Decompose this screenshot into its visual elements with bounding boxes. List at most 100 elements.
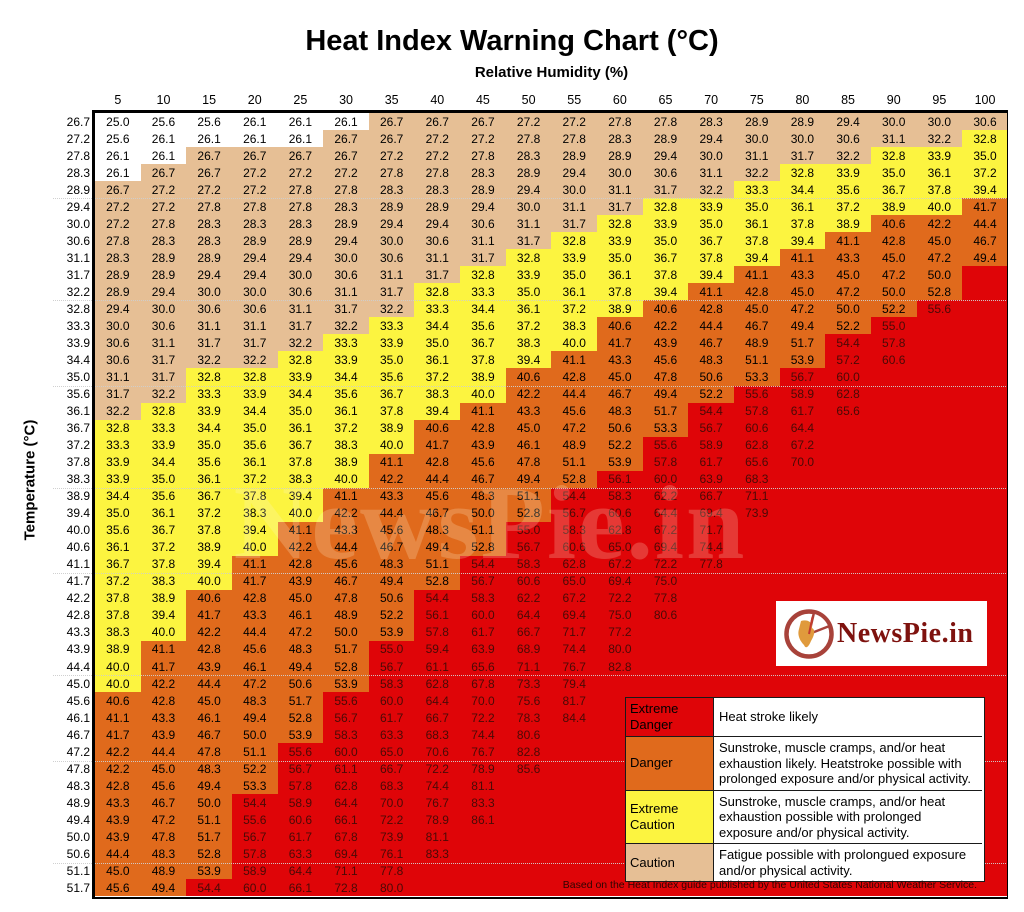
heat-index-cell: 36.7 (140, 521, 187, 539)
heat-index-cell: 36.7 (870, 181, 917, 199)
heat-index-cell: 64.4 (642, 504, 689, 522)
heat-index-cell: 37.2 (140, 538, 187, 556)
heat-index-cell (916, 879, 963, 897)
heat-index-cell: 43.3 (825, 249, 871, 267)
heat-index-cell: 35.6 (140, 487, 187, 505)
heat-index-cell: 42.2 (186, 623, 232, 641)
heat-index-cell: 26.7 (186, 164, 232, 182)
heat-index-cell (688, 572, 734, 590)
heat-index-cell (779, 879, 826, 897)
heat-index-cell: 57.8 (231, 845, 278, 863)
heat-index-cell: 49.4 (642, 385, 689, 403)
heat-index-cell: 32.8 (277, 351, 324, 369)
heat-index-cell: 29.4 (414, 215, 461, 233)
row-label: 44.4 (53, 658, 95, 676)
heat-index-cell: 32.8 (231, 368, 278, 386)
heat-index-cell: 41.1 (277, 521, 324, 539)
col-header: 40 (430, 93, 445, 107)
heat-index-cell: 62.2 (505, 589, 552, 607)
heat-index-cell: 26.1 (231, 130, 278, 148)
heat-index-cell: 46.7 (414, 504, 461, 522)
heat-index-cell: 52.2 (825, 317, 871, 335)
col-header: 70 (704, 93, 719, 107)
heat-index-cell: 27.2 (231, 181, 278, 199)
heat-index-cell: 32.2 (733, 164, 780, 182)
heat-index-cell: 34.4 (414, 317, 461, 335)
heat-index-cell: 30.6 (368, 249, 415, 267)
heat-index-cell: 40.0 (551, 334, 598, 352)
heat-index-cell (962, 402, 1008, 420)
heat-index-cell: 78.9 (460, 760, 506, 778)
heat-index-cell: 57.8 (642, 453, 689, 471)
heat-index-cell (916, 675, 963, 693)
heat-index-cell (597, 879, 643, 897)
heat-index-cell: 35.6 (186, 453, 232, 471)
row-label: 46.1 (53, 709, 95, 727)
heat-index-cell: 30.6 (414, 232, 461, 250)
heat-index-cell: 64.4 (323, 794, 369, 812)
heat-index-cell: 72.2 (597, 589, 643, 607)
heat-index-cell: 30.0 (551, 181, 598, 199)
heat-index-cell (779, 504, 826, 522)
heat-index-cell (733, 521, 780, 539)
heat-index-cell: 62.8 (323, 777, 369, 795)
heat-index-cell (962, 538, 1008, 556)
heat-index-cell: 67.2 (779, 436, 826, 454)
heat-index-cell: 42.8 (277, 555, 324, 573)
heat-index-cell (460, 879, 506, 897)
heat-index-cell: 56.7 (277, 760, 324, 778)
heat-index-cell: 77.8 (688, 555, 734, 573)
heat-index-cell (916, 351, 963, 369)
heat-index-cell: 72.2 (642, 555, 689, 573)
heat-index-cell: 61.7 (460, 623, 506, 641)
heat-index-cell: 39.4 (642, 283, 689, 301)
col-header: 50 (521, 93, 536, 107)
heat-index-cell: 28.9 (277, 232, 324, 250)
heat-index-cell: 41.7 (597, 334, 643, 352)
heat-index-cell: 56.7 (231, 828, 278, 846)
heat-index-cell: 36.1 (140, 504, 187, 522)
heat-index-cell: 34.4 (460, 300, 506, 318)
heat-index-cell: 37.8 (460, 351, 506, 369)
heat-index-cell (916, 317, 963, 335)
heat-index-cell: 27.8 (277, 198, 324, 216)
heat-index-cell: 78.9 (414, 811, 461, 829)
heat-index-cell: 25.0 (95, 113, 141, 131)
heat-index-cell (642, 640, 689, 658)
heat-index-cell: 35.0 (368, 351, 415, 369)
heat-index-cell: 29.4 (140, 283, 187, 301)
newspie-logo-text: NewsPie.in (837, 617, 974, 649)
heat-index-cell: 44.4 (551, 385, 598, 403)
row-label: 31.7 (53, 266, 95, 284)
heat-index-cell: 35.0 (505, 283, 552, 301)
heat-index-cell: 68.3 (368, 777, 415, 795)
heat-index-cell: 71.1 (733, 487, 780, 505)
heat-index-cell: 54.4 (414, 589, 461, 607)
heat-index-cell (916, 470, 963, 488)
heat-index-cell: 69.4 (323, 845, 369, 863)
heat-index-cell: 75.0 (597, 606, 643, 624)
heat-index-cell: 47.2 (916, 249, 963, 267)
heat-index-cell: 65.0 (597, 538, 643, 556)
heat-index-cell: 35.0 (870, 164, 917, 182)
heat-index-cell: 41.1 (140, 640, 187, 658)
heat-index-cell: 30.6 (825, 130, 871, 148)
heat-index-cell: 80.0 (597, 640, 643, 658)
heat-index-cell: 42.2 (368, 470, 415, 488)
heat-index-cell (870, 402, 917, 420)
heat-index-cell: 52.2 (231, 760, 278, 778)
heat-index-cell (779, 521, 826, 539)
heat-index-cell: 40.0 (95, 658, 141, 676)
heat-index-cell (414, 879, 461, 897)
heat-index-cell: 46.1 (186, 709, 232, 727)
heat-index-cell: 60.6 (551, 538, 598, 556)
heat-index-cell: 72.2 (414, 760, 461, 778)
heat-index-cell: 28.9 (779, 113, 826, 131)
heat-index-cell: 26.7 (186, 147, 232, 165)
heat-index-cell: 28.3 (505, 147, 552, 165)
heat-index-cell: 37.2 (95, 572, 141, 590)
heat-index-cell: 64.4 (779, 419, 826, 437)
heat-index-cell: 46.7 (323, 572, 369, 590)
heat-index-cell: 30.6 (231, 300, 278, 318)
heat-index-cell: 30.6 (95, 334, 141, 352)
